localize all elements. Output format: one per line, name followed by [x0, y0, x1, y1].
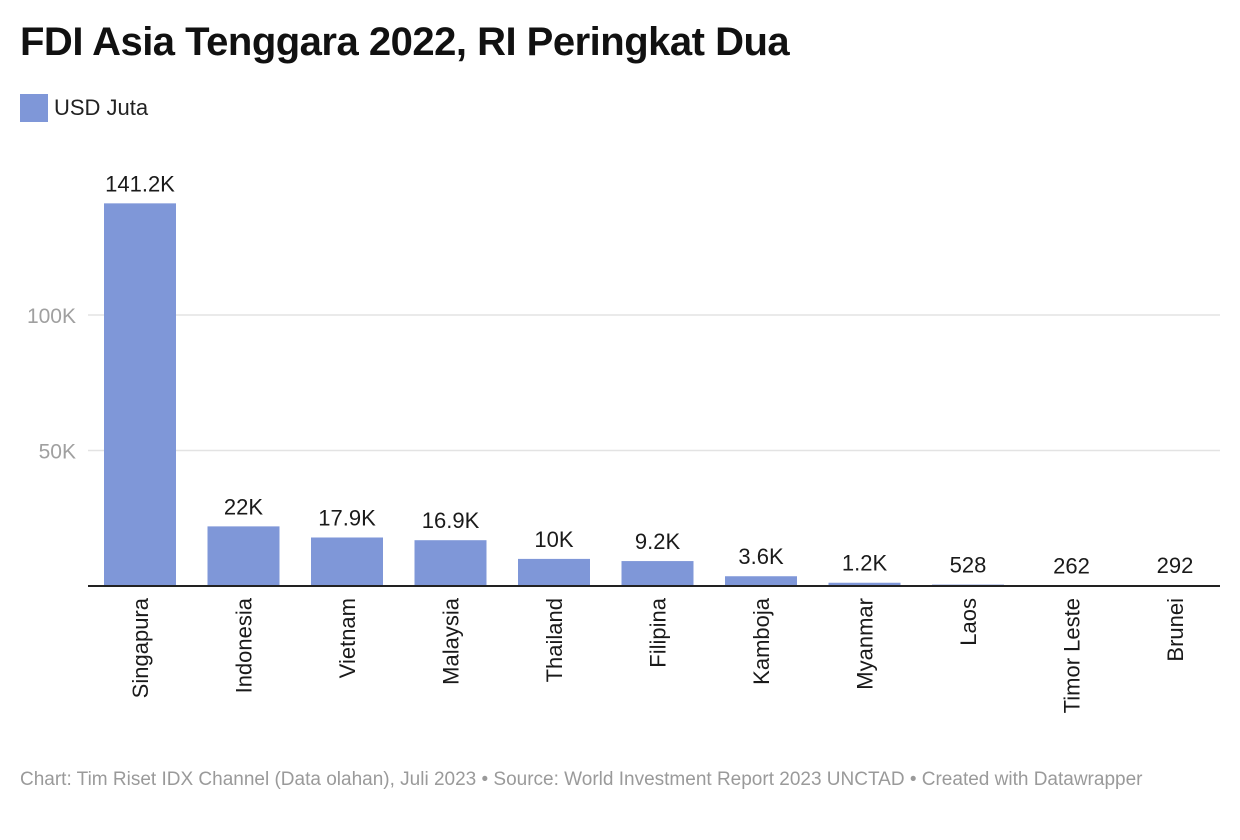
- data-label: 9.2K: [635, 529, 681, 554]
- data-label: 141.2K: [105, 171, 175, 196]
- data-label: 10K: [534, 527, 573, 552]
- bar: [828, 582, 901, 586]
- bar: [207, 526, 280, 586]
- x-tick-label: Timor Leste: [1060, 598, 1085, 713]
- bar: [414, 540, 487, 586]
- data-label: 528: [950, 553, 987, 578]
- data-label: 3.6K: [738, 544, 784, 569]
- data-label: 292: [1157, 553, 1194, 578]
- data-label: 16.9K: [422, 508, 480, 533]
- x-tick-label: Vietnam: [335, 598, 360, 678]
- x-tick-label: Indonesia: [232, 597, 257, 693]
- bar: [621, 561, 694, 586]
- legend-swatch: [20, 94, 48, 122]
- x-tick-label: Singapura: [128, 597, 153, 698]
- x-tick-label: Laos: [956, 598, 981, 646]
- chart-title: FDI Asia Tenggara 2022, RI Peringkat Dua: [20, 20, 790, 64]
- data-label: 22K: [224, 494, 263, 519]
- bar: [725, 576, 797, 586]
- x-tick-label: Malaysia: [439, 597, 464, 685]
- y-tick-label: 50K: [39, 441, 76, 464]
- x-tick-label: Kamboja: [749, 597, 774, 685]
- legend: USD Juta: [20, 94, 148, 122]
- x-tick-label: Brunei: [1163, 598, 1188, 662]
- x-tick-label: Thailand: [542, 598, 567, 682]
- data-label: 262: [1053, 553, 1090, 578]
- bar: [311, 537, 383, 586]
- y-tick-label: 100K: [27, 305, 76, 328]
- data-label: 17.9K: [318, 505, 376, 530]
- x-tick-label: Filipina: [646, 597, 671, 667]
- legend-label: USD Juta: [54, 95, 149, 120]
- x-tick-label: Myanmar: [853, 598, 878, 690]
- chart-footer: Chart: Tim Riset IDX Channel (Data olaha…: [20, 769, 1143, 790]
- data-label: 1.2K: [842, 551, 888, 576]
- bar: [104, 203, 176, 586]
- bar: [518, 558, 590, 586]
